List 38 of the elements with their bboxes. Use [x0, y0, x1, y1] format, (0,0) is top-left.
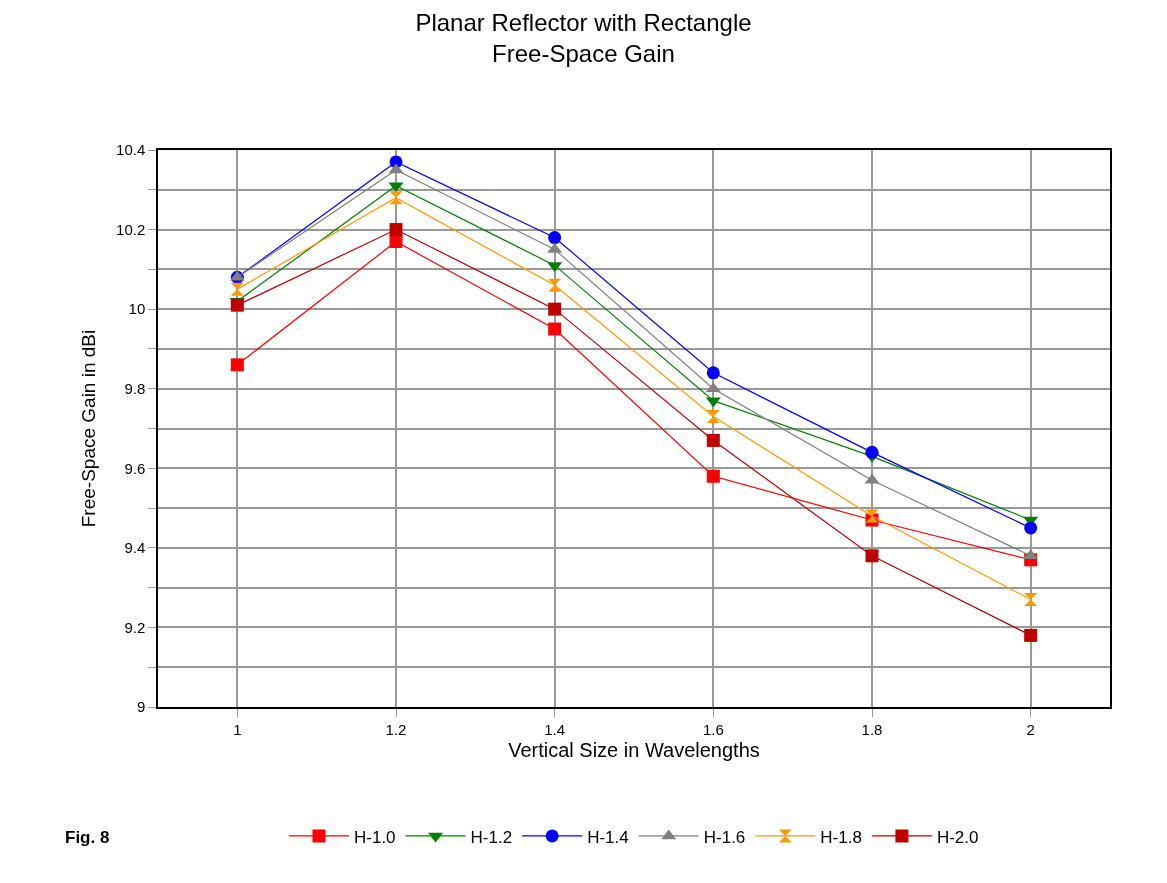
point — [548, 322, 562, 336]
legend-label: H-1.0 — [354, 827, 396, 847]
y-tick-label: 10.2 — [116, 220, 146, 238]
x-tick-label: 1.2 — [385, 720, 407, 738]
x-tick-label: 1 — [233, 720, 242, 738]
y-axis-title: Free-Space Gain in dBi — [78, 329, 100, 528]
point — [230, 298, 244, 312]
legend-label: H-1.4 — [587, 827, 629, 847]
legend-label: H-2.0 — [936, 827, 979, 847]
y-tick-label: 9.6 — [124, 459, 146, 477]
x-tick-label: 1.4 — [544, 720, 566, 738]
x-tick-label: 2 — [1026, 720, 1035, 738]
point — [548, 302, 562, 316]
y-tick-label: 10 — [128, 300, 146, 318]
x-tick-label: 1.8 — [861, 720, 883, 738]
point — [1024, 521, 1038, 535]
x-tick-label: 1.6 — [702, 720, 724, 738]
chart-title: Planar Reflector with Rectangle Free-Space Gain — [415, 8, 752, 68]
point — [548, 231, 562, 245]
point — [230, 358, 244, 372]
point — [865, 445, 879, 459]
legend-label: H-1.8 — [820, 827, 862, 847]
point — [706, 433, 720, 447]
point — [706, 469, 720, 483]
point — [1024, 628, 1038, 642]
legend-label: H-1.2 — [470, 827, 513, 847]
point — [389, 235, 403, 249]
x-axis-title: Vertical Size in Wavelengths — [508, 738, 760, 761]
point — [389, 223, 403, 237]
point — [706, 366, 720, 380]
point — [865, 549, 879, 563]
y-tick-label: 9 — [136, 698, 146, 716]
caption: Fig. 8 — [65, 828, 110, 847]
y-tick-label: 9.4 — [124, 539, 146, 557]
y-tick-label: 10.4 — [116, 141, 146, 159]
y-tick-label: 9.8 — [124, 379, 146, 397]
y-tick-label: 9.2 — [124, 618, 146, 636]
legend-label: H-1.6 — [703, 827, 746, 847]
